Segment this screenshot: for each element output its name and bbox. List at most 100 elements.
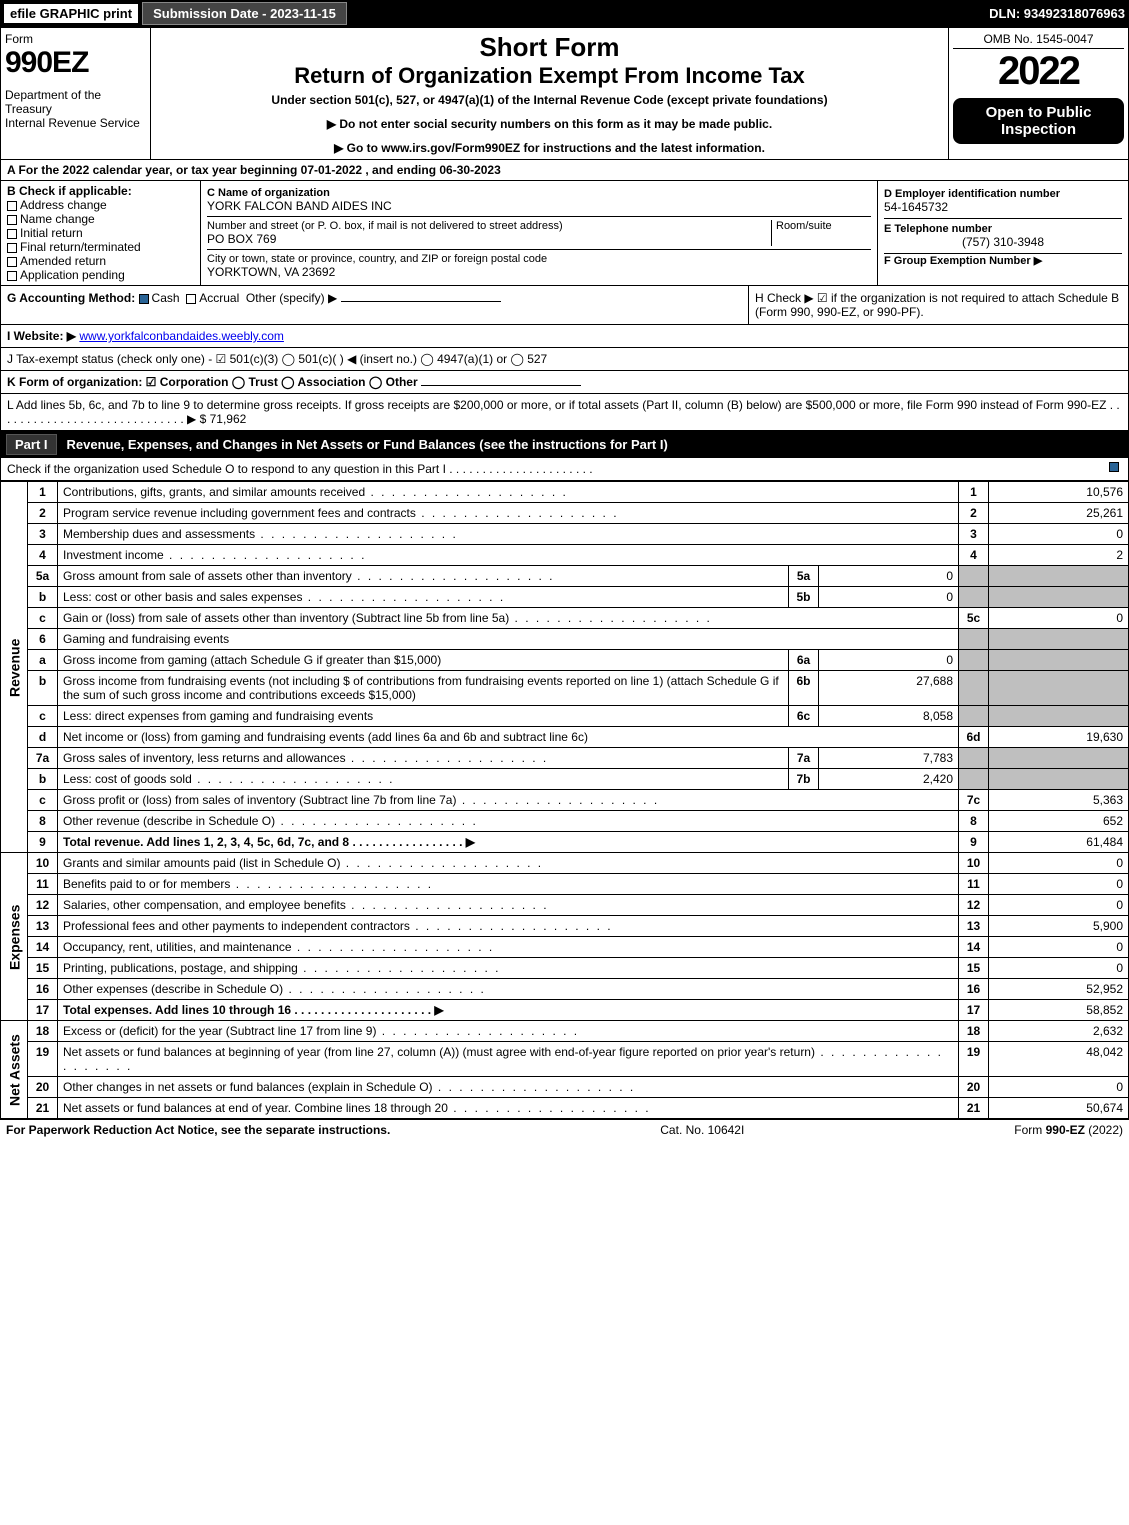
- phone: (757) 310-3948: [884, 235, 1122, 249]
- line-6a-midnum: 6a: [789, 650, 819, 671]
- line-3-rnum: 3: [959, 524, 989, 545]
- line-2-rnum: 2: [959, 503, 989, 524]
- goto-link: ▶ Go to www.irs.gov/Form990EZ for instru…: [161, 141, 938, 155]
- check-final-return[interactable]: Final return/terminated: [7, 240, 194, 254]
- footer-mid: Cat. No. 10642I: [660, 1123, 744, 1137]
- ein: 54-1645732: [884, 200, 1122, 214]
- line-5c-desc: Gain or (loss) from sale of assets other…: [63, 611, 509, 625]
- website-link[interactable]: www.yorkfalconbandaides.weebly.com: [79, 329, 284, 343]
- line-5b-num: b: [28, 587, 58, 608]
- line-6-rgrey: [959, 629, 989, 650]
- line-7b-rvalgrey: [989, 769, 1129, 790]
- line-4-value: 2: [989, 545, 1129, 566]
- line-9-rnum: 9: [959, 832, 989, 853]
- line-20-value: 0: [989, 1077, 1129, 1098]
- header-right: OMB No. 1545-0047 2022 Open to Public In…: [948, 28, 1128, 159]
- check-amended-return[interactable]: Amended return: [7, 254, 194, 268]
- line-16-rnum: 16: [959, 979, 989, 1000]
- line-6-desc: Gaming and fundraising events: [58, 629, 959, 650]
- section-b: B Check if applicable: Address change Na…: [1, 181, 201, 285]
- header-center: Short Form Return of Organization Exempt…: [151, 28, 948, 159]
- line-6c-desc: Less: direct expenses from gaming and fu…: [58, 706, 789, 727]
- line-7b-midval: 2,420: [819, 769, 959, 790]
- line-6a-midval: 0: [819, 650, 959, 671]
- section-l: L Add lines 5b, 6c, and 7b to line 9 to …: [0, 394, 1129, 431]
- line-17-desc: Total expenses. Add lines 10 through 16 …: [58, 1000, 959, 1021]
- line-21-value: 50,674: [989, 1098, 1129, 1119]
- line-6c-rvalgrey: [989, 706, 1129, 727]
- line-21-num: 21: [28, 1098, 58, 1119]
- line-7a-rgrey: [959, 748, 989, 769]
- line-1-rnum: 1: [959, 482, 989, 503]
- irs-label: Internal Revenue Service: [5, 116, 146, 130]
- line-9-value: 61,484: [989, 832, 1129, 853]
- line-18-rnum: 18: [959, 1021, 989, 1042]
- check-initial-return[interactable]: Initial return: [7, 226, 194, 240]
- line-1-desc: Contributions, gifts, grants, and simila…: [63, 485, 365, 499]
- section-k: K Form of organization: ☑ Corporation ◯ …: [0, 371, 1129, 394]
- line-5b-midval: 0: [819, 587, 959, 608]
- line-13-desc: Professional fees and other payments to …: [63, 919, 410, 933]
- line-3-desc: Membership dues and assessments: [63, 527, 255, 541]
- line-5a-num: 5a: [28, 566, 58, 587]
- part-1-check-text: Check if the organization used Schedule …: [7, 462, 1109, 476]
- line-11-num: 11: [28, 874, 58, 895]
- line-10-num: 10: [28, 853, 58, 874]
- footer-right: Form 990-EZ (2022): [1014, 1123, 1123, 1137]
- row-g-h: G Accounting Method: Cash Accrual Other …: [0, 286, 1129, 325]
- section-i: I Website: ▶ www.yorkfalconbandaides.wee…: [0, 325, 1129, 348]
- line-13-num: 13: [28, 916, 58, 937]
- short-form-title: Short Form: [161, 32, 938, 63]
- line-19-num: 19: [28, 1042, 58, 1077]
- line-3-value: 0: [989, 524, 1129, 545]
- line-17-rnum: 17: [959, 1000, 989, 1021]
- line-20-rnum: 20: [959, 1077, 989, 1098]
- line-17-num: 17: [28, 1000, 58, 1021]
- check-application-pending[interactable]: Application pending: [7, 268, 194, 282]
- line-8-num: 8: [28, 811, 58, 832]
- section-a: A For the 2022 calendar year, or tax yea…: [0, 160, 1129, 181]
- check-cash[interactable]: Cash: [139, 291, 180, 305]
- section-l-text: L Add lines 5b, 6c, and 7b to line 9 to …: [7, 398, 1120, 426]
- check-accrual[interactable]: Accrual: [186, 291, 239, 305]
- line-5c-rnum: 5c: [959, 608, 989, 629]
- org-name-label: C Name of organization: [207, 187, 871, 199]
- line-7c-desc: Gross profit or (loss) from sales of inv…: [63, 793, 456, 807]
- line-6c-midval: 8,058: [819, 706, 959, 727]
- line-7b-num: b: [28, 769, 58, 790]
- part-1-schedule-o-check[interactable]: [1109, 462, 1119, 472]
- check-address-change[interactable]: Address change: [7, 198, 194, 212]
- dln: DLN: 93492318076963: [989, 6, 1125, 21]
- line-20-num: 20: [28, 1077, 58, 1098]
- section-l-value: $ 71,962: [200, 412, 247, 426]
- line-21-rnum: 21: [959, 1098, 989, 1119]
- line-14-value: 0: [989, 937, 1129, 958]
- line-6c-rgrey: [959, 706, 989, 727]
- dept-treasury: Department of the Treasury: [5, 88, 146, 116]
- street: PO BOX 769: [207, 232, 771, 246]
- line-15-value: 0: [989, 958, 1129, 979]
- efile-label[interactable]: efile GRAPHIC print: [4, 4, 138, 23]
- line-7c-rnum: 7c: [959, 790, 989, 811]
- line-15-rnum: 15: [959, 958, 989, 979]
- form-label: Form: [5, 32, 146, 46]
- line-12-num: 12: [28, 895, 58, 916]
- line-7a-midval: 7,783: [819, 748, 959, 769]
- section-h: H Check ▶ ☑ if the organization is not r…: [748, 286, 1128, 324]
- line-6b-midval: 27,688: [819, 671, 959, 706]
- group-exemption-label: F Group Exemption Number ▶: [884, 254, 1122, 267]
- line-8-rnum: 8: [959, 811, 989, 832]
- line-7a-desc: Gross sales of inventory, less returns a…: [63, 751, 346, 765]
- omb-number: OMB No. 1545-0047: [953, 32, 1124, 49]
- website-label: I Website: ▶: [7, 329, 76, 343]
- line-19-rnum: 19: [959, 1042, 989, 1077]
- accounting-other: Other (specify) ▶: [246, 291, 337, 305]
- line-16-num: 16: [28, 979, 58, 1000]
- revenue-sidebar: Revenue: [1, 482, 28, 853]
- goto-link-text: ▶ Go to www.irs.gov/Form990EZ for instru…: [334, 141, 765, 155]
- line-18-num: 18: [28, 1021, 58, 1042]
- line-13-rnum: 13: [959, 916, 989, 937]
- check-name-change[interactable]: Name change: [7, 212, 194, 226]
- street-label: Number and street (or P. O. box, if mail…: [207, 220, 771, 232]
- line-18-desc: Excess or (deficit) for the year (Subtra…: [63, 1024, 376, 1038]
